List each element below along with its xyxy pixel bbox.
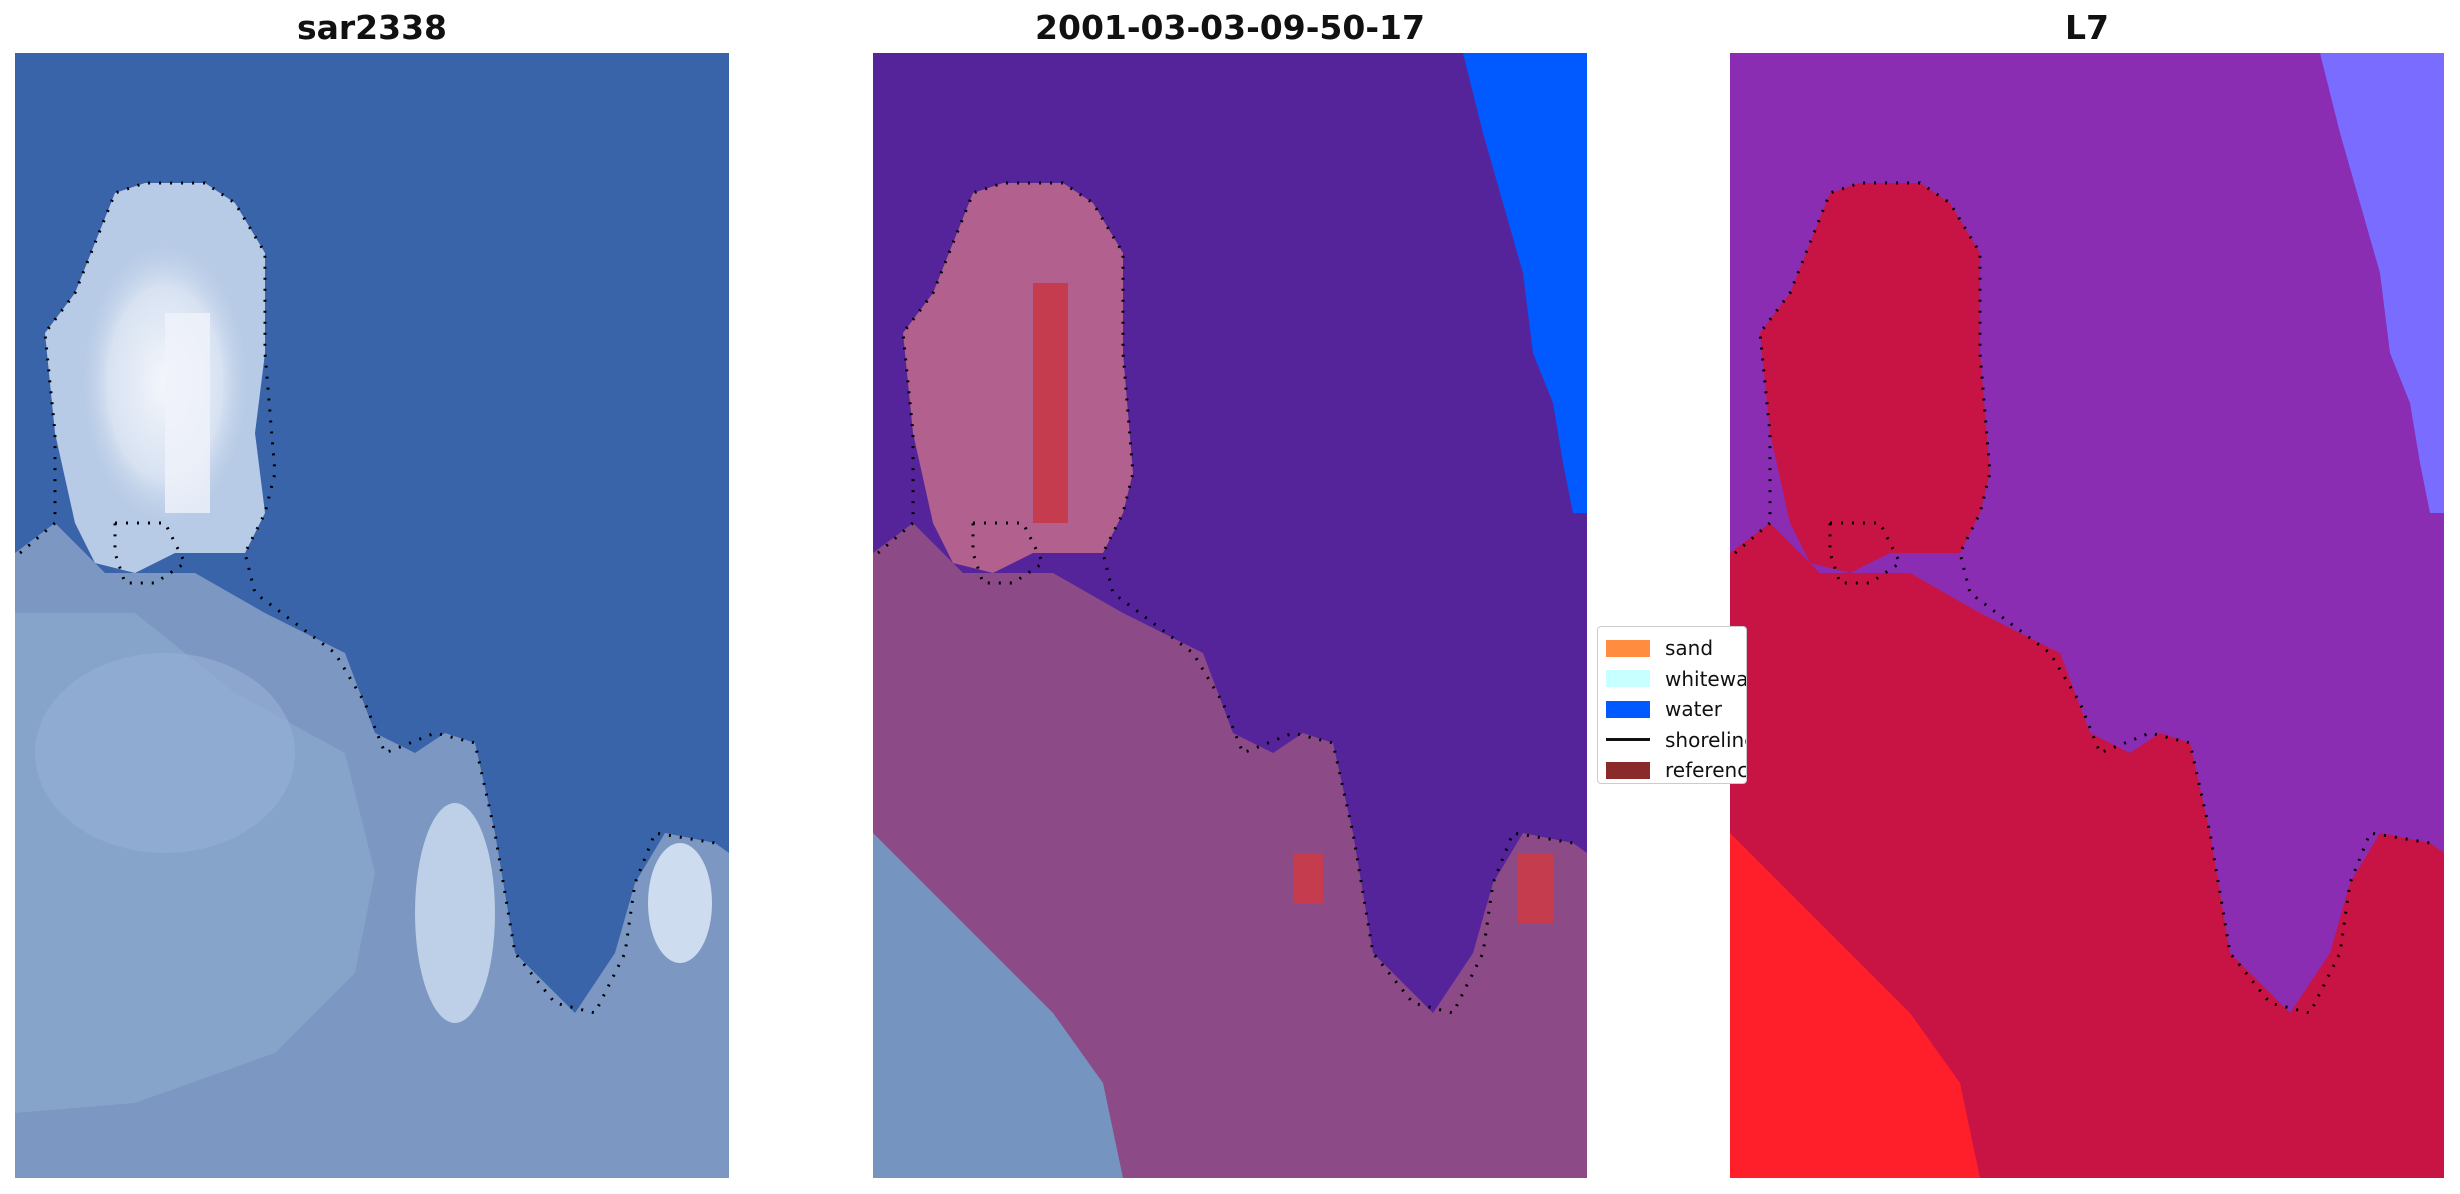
panel-title-classification: 2001-03-03-09-50-17 [1035,8,1425,47]
shoreline-line-icon [1606,738,1650,742]
water-swatch-icon [1606,700,1650,718]
legend: sand whitewater water shoreline referenc… [1597,626,1747,784]
legend-item-whitewater: whitewater [1606,664,1746,695]
rgb-image-panel [15,53,729,1178]
legend-item-shoreline: shoreline [1606,725,1746,756]
classification-panel [873,53,1587,1178]
rgb-image [15,53,729,1178]
mndwi-image [1730,53,2444,1178]
reference-swatch-icon [1606,761,1650,779]
legend-item-water: water [1606,694,1746,725]
panel-title-mndwi: L7 [2065,8,2109,47]
legend-label-sand: sand [1665,636,1714,661]
panel-title-rgb: sar2338 [296,8,448,47]
legend-item-reference: reference [1606,755,1746,783]
classification-image [873,53,1587,1178]
legend-label-shoreline: shoreline [1665,727,1746,752]
whitewater-swatch-icon [1606,670,1650,688]
sand-swatch-icon [1606,639,1650,657]
legend-label-whitewater: whitewater [1665,666,1747,691]
mndwi-panel [1730,53,2444,1178]
legend-label-reference: reference [1665,758,1746,783]
legend-item-sand: sand [1606,633,1746,664]
legend-label-water: water [1665,697,1722,722]
